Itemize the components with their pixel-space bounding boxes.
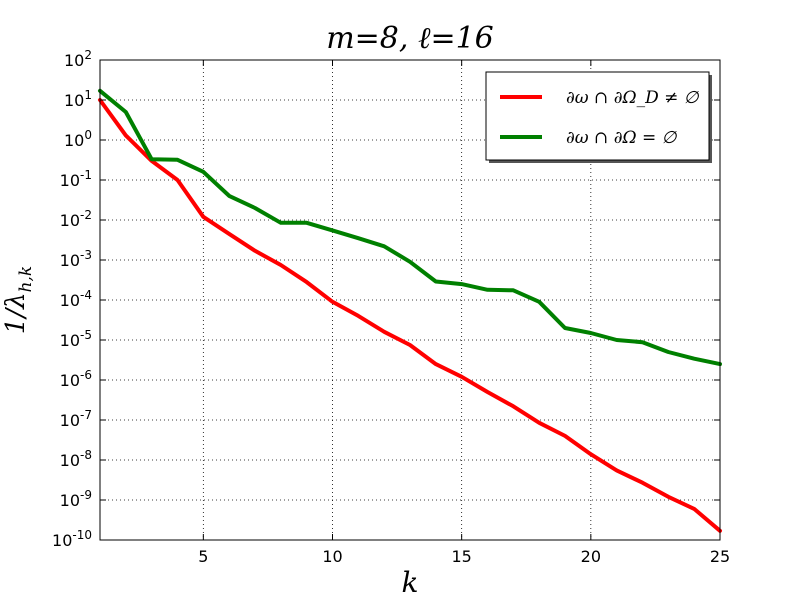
x-tick-label: 5 — [198, 547, 208, 566]
y-axis-label: 1/λh,k — [1, 266, 36, 334]
legend-label-2: ∂ω ∩ ∂Ω = ∅ — [566, 128, 678, 148]
y-tick-label: 10-1 — [60, 168, 92, 190]
axis-ticks: 5 10 15 20 25 102 101 100 10-1 10-2 10-3 10-4 10-5 10… — [52, 48, 730, 566]
x-tick-label: 10 — [322, 547, 342, 566]
x-tick-label: 20 — [581, 547, 601, 566]
y-tick-label: 10-10 — [52, 528, 92, 550]
legend: ∂ω ∩ ∂Ω_D ≠ ∅ ∂ω ∩ ∂Ω = ∅ — [485, 71, 712, 163]
series-lines — [98, 88, 722, 533]
y-tick-label: 10-2 — [60, 208, 92, 230]
series-line-2 — [98, 88, 722, 367]
y-tick-label: 10-4 — [60, 288, 92, 310]
y-tick-label: 10-7 — [60, 408, 92, 430]
y-tick-label: 10-3 — [60, 248, 92, 270]
x-tick-label: 15 — [451, 547, 471, 566]
y-tick-label: 100 — [64, 128, 92, 150]
legend-label-1: ∂ω ∩ ∂Ω_D ≠ ∅ — [566, 88, 700, 108]
x-axis-label: k — [402, 566, 419, 599]
y-tick-label: 10-8 — [60, 448, 92, 470]
y-tick-label: 10-5 — [60, 328, 92, 350]
y-tick-label: 102 — [64, 48, 92, 70]
chart-title: m=8, ℓ=16 — [326, 21, 494, 56]
series-line-1 — [98, 98, 722, 533]
y-tick-label: 10-6 — [60, 368, 92, 390]
x-tick-label: 25 — [710, 547, 730, 566]
legend-box — [485, 71, 710, 161]
y-tick-label: 10-9 — [60, 488, 92, 510]
y-tick-label: 101 — [64, 88, 92, 110]
